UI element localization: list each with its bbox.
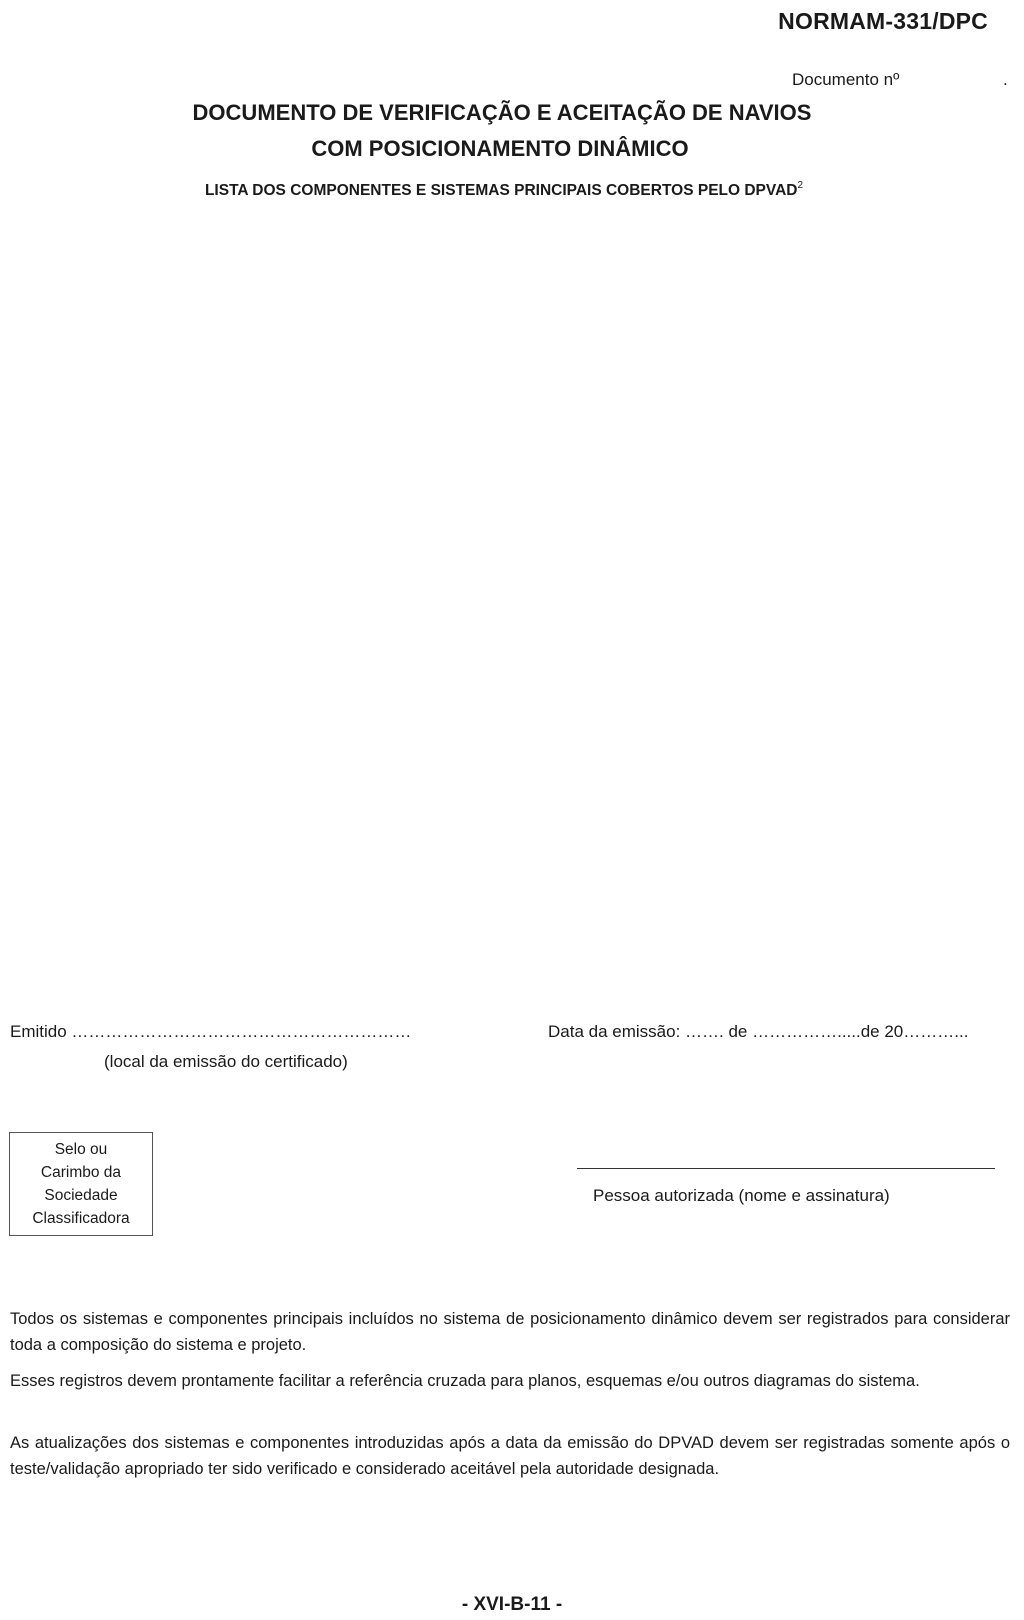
issued-at-caption: (local da emissão do certificado)	[104, 1052, 348, 1071]
signature-caption: Pessoa autorizada (nome e assinatura)	[593, 1186, 890, 1205]
seal-line: Carimbo da	[40, 1164, 122, 1181]
seal-stamp-text: Selo ou Carimbo da Sociedade Classificad…	[32, 1138, 129, 1230]
issued-at-field: Emitido ……………………………………………………	[10, 1022, 412, 1041]
subtitle-text: LISTA DOS COMPONENTES E SISTEMAS PRINCIP…	[204, 182, 798, 199]
seal-line: Sociedade	[44, 1187, 118, 1204]
document-number-trailing: .	[1003, 70, 1008, 89]
seal-line: Selo ou	[54, 1141, 108, 1158]
document-title-line-2: COM POSICIONAMENTO DINÂMICO	[311, 136, 689, 161]
seal-line: Classificadora	[32, 1210, 130, 1227]
document-subtitle: LISTA DOS COMPONENTES E SISTEMAS PRINCIP…	[0, 180, 1016, 200]
subtitle-footnote-marker: 2	[797, 180, 804, 191]
issue-date-field: Data da emissão: ……. de …………….....de 20……	[548, 1022, 969, 1041]
document-code: NORMAM-331/DPC	[778, 8, 988, 34]
body-paragraph: Todos os sistemas e componentes principa…	[10, 1310, 1010, 1354]
document-number-label: Documento nº	[792, 70, 900, 89]
signature-line	[577, 1168, 995, 1169]
body-paragraph: Esses registros devem prontamente facili…	[10, 1372, 920, 1390]
seal-stamp-box: Selo ou Carimbo da Sociedade Classificad…	[9, 1132, 153, 1236]
document-title-line-1: DOCUMENTO DE VERIFICAÇÃO E ACEITAÇÃO DE …	[192, 100, 812, 125]
page-number: - XVI-B-11 -	[461, 1594, 563, 1615]
body-paragraph: As atualizações dos sistemas e component…	[10, 1434, 1010, 1478]
